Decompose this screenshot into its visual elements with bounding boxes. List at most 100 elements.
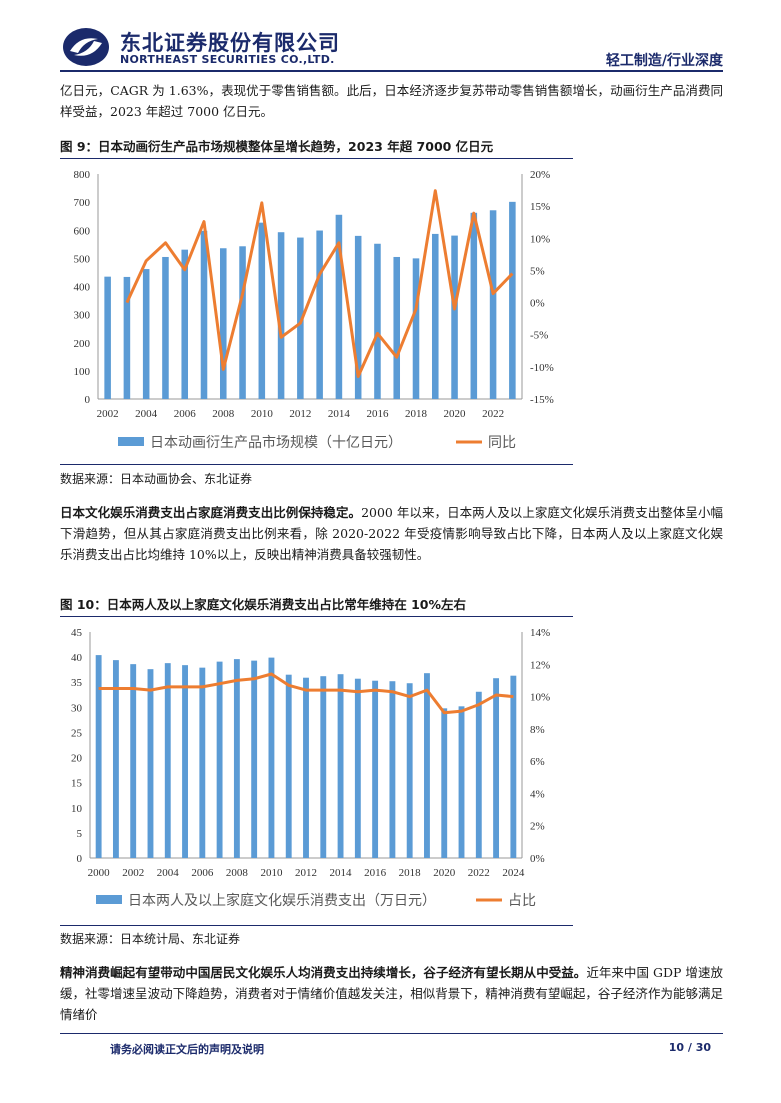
- figure9-chart: 0 100 200 300 400 500 600 700 800 -15% -10% -5% 0% 5%…: [74, 169, 554, 451]
- fig10-x-tick-label: 2014: [330, 867, 353, 879]
- fig9-bar: [181, 249, 189, 399]
- fig9-bar: [431, 233, 439, 399]
- fig10-bar: [130, 664, 137, 858]
- fig9-right-tick-label: -10%: [530, 362, 554, 374]
- culture-spending-text: 2000 年以来，日本两人及以上家庭文化娱乐消费支出整体呈小幅下滑趋势，但从其占…: [60, 505, 723, 562]
- fig9-bar: [316, 230, 323, 399]
- fig10-bar: [303, 677, 309, 858]
- fig10-left-tick-label: 30: [71, 702, 83, 714]
- fig9-bar: [509, 201, 516, 399]
- company-name-en: NORTHEAST SECURITIES CO.,LTD.: [120, 53, 335, 66]
- fig10-legend-line-label: 占比: [508, 893, 536, 909]
- fig9-bar: [239, 246, 246, 399]
- fig10-bar: [406, 683, 413, 858]
- fig10-x-tick-label: 2022: [468, 867, 490, 879]
- fig10-x-tick-label: 2016: [364, 867, 387, 879]
- fig10-bar: [147, 669, 154, 858]
- fig10-line-series: [98, 672, 514, 715]
- fig9-bar: [219, 248, 227, 399]
- figure10-source: 数据来源：日本统计局、东北证券: [60, 932, 241, 946]
- fig9-bar: [470, 212, 478, 399]
- fig9-x-tick-label: 2004: [135, 408, 158, 420]
- fig9-x-tick-label: 2018: [405, 408, 428, 420]
- figure10-title: 图 10：日本两人及以上家庭文化娱乐消费支出占比常年维持在 10%左右: [60, 594, 573, 617]
- figure9-title: 图 9：日本动画衍生产品市场规模整体呈增长趋势，2023 年超 7000 亿日元: [60, 136, 573, 159]
- fig10-left-tick-label: 20: [71, 753, 83, 765]
- fig10-bar: [354, 678, 361, 858]
- fig10-bar: [458, 706, 465, 858]
- fig10-x-tick-label: 2002: [122, 867, 144, 879]
- fig10-bar: [164, 663, 171, 858]
- fig10-right-tick-label: 10%: [530, 692, 550, 704]
- fig9-left-tick-label: 700: [74, 197, 91, 209]
- header-divider: [60, 70, 723, 72]
- company-name-cn: 东北证券股份有限公司: [120, 31, 340, 55]
- fig9-x-tick-label: 2008: [212, 408, 235, 420]
- fig10-bar: [285, 674, 292, 858]
- fig10-x-tick-label: 2020: [433, 867, 456, 879]
- fig10-bar: [424, 673, 430, 858]
- fig9-bar: [354, 235, 362, 399]
- fig9-x-tick-label: 2006: [174, 408, 197, 420]
- fig9-bar: [335, 214, 343, 399]
- figure10-bottom-rule: [60, 925, 573, 926]
- fig9-x-tick-label: 2002: [97, 408, 119, 420]
- fig10-legend-bar-swatch: [96, 895, 122, 904]
- fig10-x-tick-label: 2008: [226, 867, 249, 879]
- intro-paragraph: 亿日元，CAGR 为 1.63%，表现优于零售销售额。此后，日本经济逐步复苏带动…: [60, 83, 723, 119]
- fig9-left-tick-label: 800: [74, 169, 91, 181]
- fig10-bar: [216, 661, 223, 858]
- fig9-bar: [451, 235, 458, 399]
- fig10-left-tick-label: 5: [77, 828, 83, 840]
- fig9-bar: [258, 222, 266, 399]
- company-logo-icon: [63, 28, 109, 66]
- fig10-bar: [320, 676, 327, 858]
- fig10-bar: [475, 691, 482, 858]
- fig10-bar: [493, 678, 500, 858]
- fig9-x-tick-label: 2016: [366, 408, 389, 420]
- figure10-chart: 0 5 10 15 20 25 30 35 40 45 0% 2% 4% 6% 8% 10% 12% 14% 200…: [71, 627, 550, 909]
- fig10-left-tick-label: 40: [71, 652, 83, 664]
- fig9-left-tick-label: 200: [74, 338, 91, 350]
- section-label: 轻工制造/行业深度: [605, 53, 723, 69]
- fig10-x-tick-label: 2010: [260, 867, 283, 879]
- fig10-bar: [389, 681, 396, 858]
- fig9-left-tick-label: 0: [85, 394, 91, 406]
- fig10-bar: [441, 708, 448, 858]
- fig10-left-tick-label: 0: [77, 853, 83, 865]
- fig9-right-tick-label: 15%: [530, 201, 550, 213]
- fig9-x-tick-label: 2012: [289, 408, 311, 420]
- fig10-bar: [182, 665, 188, 858]
- fig9-right-tick-label: 5%: [530, 265, 545, 277]
- fig9-right-tick-label: 0%: [530, 298, 545, 310]
- fig10-right-tick-label: 0%: [530, 853, 545, 865]
- fig9-bar: [104, 276, 111, 399]
- fig10-right-tick-label: 8%: [530, 724, 545, 736]
- fig10-right-tick-label: 6%: [530, 756, 545, 768]
- fig9-x-tick-label: 2020: [444, 408, 467, 420]
- fig10-right-tick-label: 12%: [530, 659, 550, 671]
- fig9-bar: [489, 210, 497, 399]
- fig10-right-tick-label: 14%: [530, 627, 550, 639]
- fig9-legend-line-label: 同比: [488, 435, 516, 451]
- fig9-right-tick-label: -15%: [530, 394, 554, 406]
- fig9-right-tick-label: 10%: [530, 233, 550, 245]
- fig9-left-tick-label: 300: [74, 310, 91, 322]
- fig9-bar: [123, 276, 131, 399]
- fig10-left-tick-label: 35: [71, 677, 83, 689]
- fig9-bar: [277, 232, 285, 399]
- fig10-bar: [112, 660, 119, 858]
- figure9-source: 数据来源：日本动画协会、东北证券: [60, 472, 253, 486]
- goods-economy-paragraph: 精神消费崛起有望带动中国居民文化娱乐人均消费支出持续增长，谷子经济有望长期从中受…: [60, 962, 723, 1025]
- fig10-right-tick-label: 2%: [530, 821, 545, 833]
- figure9-bottom-rule: [60, 464, 573, 465]
- fig10-bar: [233, 659, 240, 858]
- fig10-bar: [199, 667, 206, 858]
- fig9-bar: [374, 243, 381, 399]
- fig9-legend-bar-swatch: [118, 437, 144, 446]
- fig10-x-tick-label: 2012: [295, 867, 317, 879]
- page-number: 10 / 30: [668, 1041, 711, 1054]
- fig9-left-tick-label: 400: [74, 282, 91, 294]
- fig9-x-tick-label: 2022: [482, 408, 504, 420]
- goods-economy-text: 近年来中国 GDP 增速放缓，社零增速呈波动下降趋势，消费者对于情绪价值越发关注…: [60, 965, 723, 1022]
